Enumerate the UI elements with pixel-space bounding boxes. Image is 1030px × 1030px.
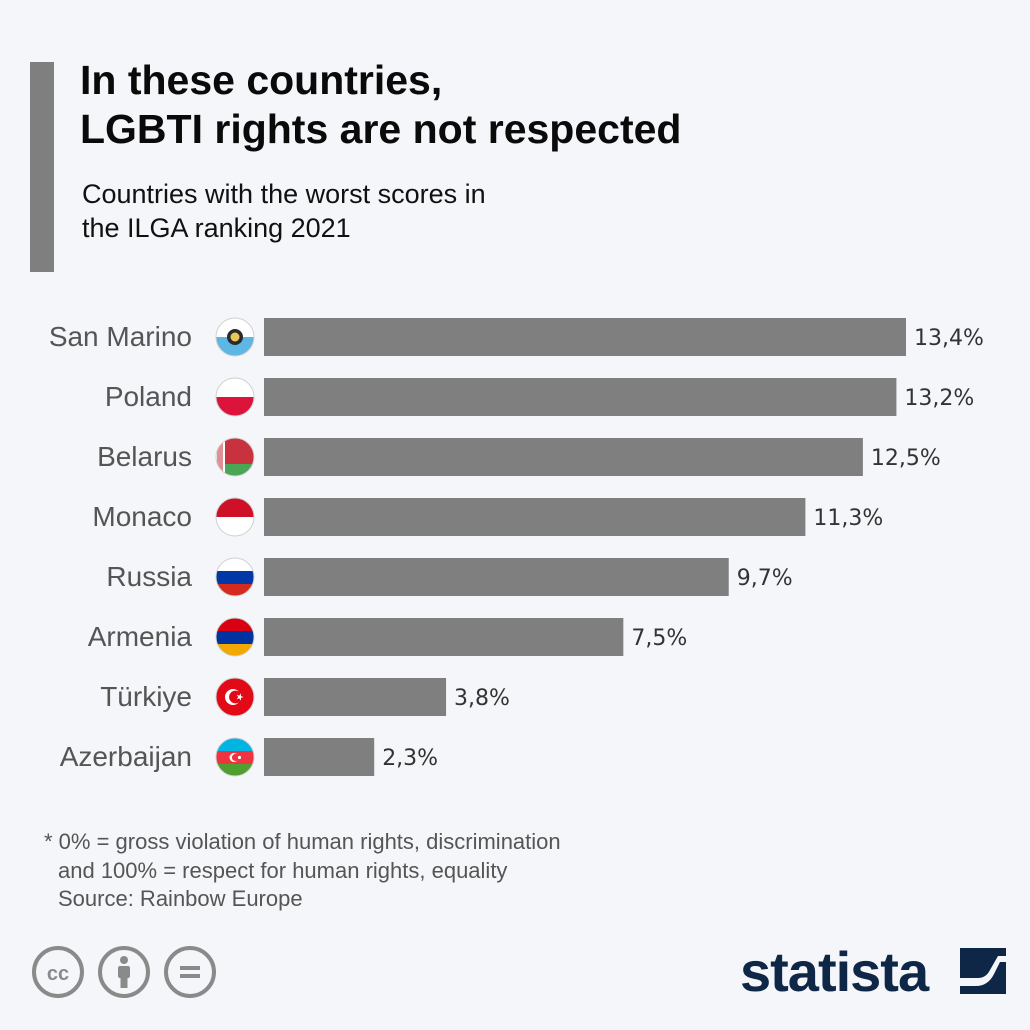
bar [264, 618, 624, 656]
value-label: 2,3% [382, 746, 438, 771]
bar [264, 498, 806, 536]
source-line: Source: Rainbow Europe [58, 886, 303, 912]
footnote-line-1: * 0% = gross violation of human rights, … [44, 829, 561, 854]
bar-chart: San Marino 13,4% Poland 13,2% Belarus 12,5% Mo… [49, 317, 984, 777]
poland-flag-icon [215, 377, 255, 417]
statista-logo: statista [740, 936, 1006, 1008]
attribution-icon [98, 946, 150, 998]
country-label: Azerbaijan [60, 741, 192, 772]
country-label: San Marino [49, 321, 192, 352]
country-label: Armenia [88, 621, 193, 652]
brand-name: statista [740, 940, 929, 1003]
title-accent-bar [30, 62, 54, 272]
creative-commons-icon: cc [32, 946, 84, 998]
russia-flag-icon [215, 557, 255, 597]
armenia-flag-icon [215, 617, 255, 657]
country-label: Monaco [92, 501, 192, 532]
value-label: 12,5% [871, 446, 941, 471]
country-label: Russia [106, 561, 192, 592]
subtitle-line-1: Countries with the worst scores in [82, 179, 486, 209]
country-label: Türkiye [100, 681, 192, 712]
statista-mark-icon [960, 948, 1006, 994]
bar [264, 378, 897, 416]
bar [264, 558, 729, 596]
title-line-2: LGBTI rights are not respected [80, 106, 682, 153]
belarus-flag-icon [215, 437, 255, 477]
value-label: 11,3% [813, 506, 883, 531]
chart-title: In these countries, LGBTI rights are not… [80, 56, 980, 154]
country-label: Poland [105, 381, 192, 412]
svg-text:cc: cc [47, 963, 69, 985]
country-label: Belarus [97, 441, 192, 472]
azerbaijan-flag-icon [215, 737, 255, 777]
license-icons: cc [30, 944, 218, 1004]
value-label: 9,7% [737, 566, 793, 591]
monaco-flag-icon [215, 497, 255, 537]
footnote-line-2: and 100% = respect for human rights, equ… [58, 857, 508, 883]
bar [264, 438, 863, 476]
bar [264, 678, 447, 716]
san-marino-flag-icon [215, 317, 255, 357]
footnote: * 0% = gross violation of human rights, … [44, 828, 744, 914]
value-label: 13,2% [904, 386, 974, 411]
bar [264, 318, 906, 356]
title-line-1: In these countries, [80, 57, 443, 103]
chart-subtitle: Countries with the worst scores in the I… [82, 178, 782, 246]
value-label: 7,5% [631, 626, 687, 651]
turkiye-flag-icon [215, 677, 255, 717]
value-label: 3,8% [454, 686, 510, 711]
no-derivatives-icon [164, 946, 216, 998]
subtitle-line-2: the ILGA ranking 2021 [82, 212, 351, 243]
bar [264, 738, 375, 776]
value-label: 13,4% [914, 326, 984, 351]
